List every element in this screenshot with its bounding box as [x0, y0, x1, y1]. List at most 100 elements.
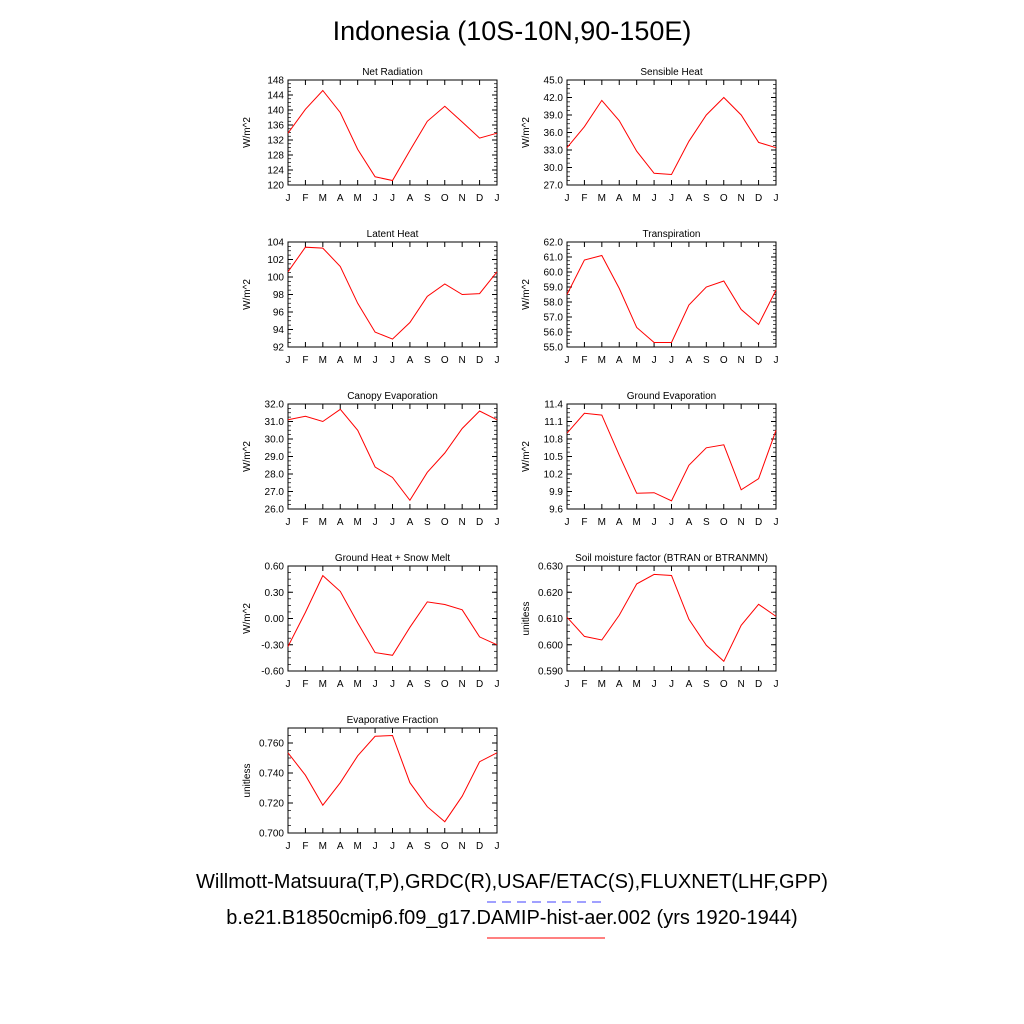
x-tick-label: J — [390, 517, 395, 528]
chart-panel-canopy-evaporation: Canopy Evaporation W/m^2 26.0 27.0 28.0 29.0 3… — [242, 391, 500, 528]
x-tick-label: J — [669, 679, 674, 690]
x-tick-label: J — [495, 193, 500, 204]
y-tick-label: 92 — [273, 343, 285, 354]
y-axis-label: W/m^2 — [242, 603, 253, 634]
x-tick-label: N — [459, 355, 466, 366]
x-tick-label: D — [476, 841, 483, 852]
y-tick-label: 33.0 — [544, 146, 564, 157]
y-axis-label: W/m^2 — [521, 117, 532, 148]
x-tick-label: J — [565, 355, 570, 366]
y-tick-label: 136 — [267, 121, 284, 132]
legend-observations-label: Willmott-Matsuura(T,P),GRDC(R),USAF/ETAC… — [196, 871, 828, 893]
y-tick-label: 57.0 — [544, 313, 564, 324]
x-tick-label: N — [738, 193, 745, 204]
x-tick-label: A — [407, 679, 414, 690]
x-tick-label: F — [302, 193, 308, 204]
x-tick-label: O — [720, 193, 728, 204]
y-tick-label: 10.2 — [544, 470, 564, 481]
x-tick-label: M — [353, 193, 361, 204]
y-tick-label: 62.0 — [544, 238, 564, 249]
x-tick-label: M — [632, 679, 640, 690]
x-tick-label: J — [774, 193, 779, 204]
x-tick-label: A — [337, 679, 344, 690]
x-tick-label: N — [459, 193, 466, 204]
x-tick-label: M — [632, 517, 640, 528]
y-tick-label: 60.0 — [544, 268, 564, 279]
plot-frame — [566, 79, 777, 186]
y-tick-label: 0.700 — [259, 829, 284, 840]
x-tick-label: F — [302, 841, 308, 852]
x-tick-label: D — [476, 193, 483, 204]
x-tick-label: J — [495, 355, 500, 366]
x-tick-label: M — [319, 193, 327, 204]
x-tick-label: M — [353, 679, 361, 690]
x-tick-label: S — [703, 679, 710, 690]
x-tick-label: M — [598, 517, 606, 528]
y-axis-label: unitless — [521, 602, 532, 636]
chart-panel-evaporative-fraction: Evaporative Fraction unitless 0.700 0.720 0.… — [242, 715, 500, 852]
x-tick-label: S — [703, 193, 710, 204]
x-tick-label: S — [424, 679, 431, 690]
x-tick-label: A — [616, 679, 623, 690]
x-tick-label: M — [632, 355, 640, 366]
y-tick-label: 0.630 — [538, 562, 563, 573]
x-tick-label: J — [495, 841, 500, 852]
x-tick-label: A — [616, 517, 623, 528]
x-tick-label: J — [652, 355, 657, 366]
y-tick-label: 11.1 — [544, 417, 563, 428]
panel-title: Soil moisture factor (BTRAN or BTRANMN) — [575, 553, 768, 564]
y-tick-label: 120 — [267, 181, 284, 192]
x-tick-label: A — [337, 193, 344, 204]
x-tick-label: J — [390, 679, 395, 690]
x-tick-label: J — [373, 841, 378, 852]
x-tick-label: N — [459, 517, 466, 528]
y-tick-label: 61.0 — [544, 253, 564, 264]
y-tick-label: 10.8 — [544, 435, 564, 446]
y-tick-label: 102 — [267, 255, 284, 266]
x-tick-label: O — [441, 193, 449, 204]
series-line — [287, 574, 498, 656]
plot-frame — [566, 565, 777, 672]
x-tick-label: F — [302, 517, 308, 528]
y-tick-label: 98 — [273, 290, 285, 301]
x-tick-label: J — [669, 193, 674, 204]
x-tick-label: J — [373, 355, 378, 366]
plot-frame — [566, 403, 777, 510]
y-tick-label: 0.00 — [265, 614, 285, 625]
x-tick-label: M — [319, 355, 327, 366]
y-tick-label: 0.610 — [538, 614, 563, 625]
y-tick-label: -0.30 — [261, 640, 284, 651]
y-axis-label: W/m^2 — [242, 117, 253, 148]
x-tick-label: A — [337, 841, 344, 852]
y-tick-label: -0.60 — [261, 667, 284, 678]
x-tick-label: A — [686, 193, 693, 204]
x-tick-label: J — [565, 679, 570, 690]
x-tick-label: A — [407, 193, 414, 204]
x-tick-label: F — [581, 679, 587, 690]
panel-title: Ground Evaporation — [627, 391, 717, 402]
chart-panel-ground-evaporation: Ground Evaporation W/m^2 9.6 9.9 10.2 10.5 10.… — [521, 391, 779, 528]
x-tick-label: F — [581, 193, 587, 204]
x-tick-label: A — [407, 355, 414, 366]
y-tick-label: 104 — [267, 238, 284, 249]
y-tick-label: 27.0 — [544, 181, 564, 192]
y-tick-label: 56.0 — [544, 328, 564, 339]
x-tick-label: N — [459, 679, 466, 690]
plot-frame — [287, 79, 498, 186]
x-tick-label: J — [373, 679, 378, 690]
panel-title: Canopy Evaporation — [347, 391, 438, 402]
x-tick-label: J — [286, 841, 291, 852]
y-tick-label: 9.6 — [549, 505, 563, 516]
x-tick-label: J — [373, 193, 378, 204]
x-tick-label: S — [424, 355, 431, 366]
y-tick-label: 140 — [267, 106, 284, 117]
x-tick-label: M — [319, 517, 327, 528]
legend-model-label: b.e21.B1850cmip6.f09_g17.DAMIP-hist-aer.… — [226, 907, 798, 929]
x-tick-label: J — [390, 841, 395, 852]
x-tick-label: D — [755, 679, 762, 690]
y-tick-label: 55.0 — [544, 343, 564, 354]
series-line — [287, 89, 498, 182]
y-tick-label: 100 — [267, 273, 284, 284]
y-tick-label: 36.0 — [544, 128, 564, 139]
panel-title: Sensible Heat — [640, 67, 702, 78]
